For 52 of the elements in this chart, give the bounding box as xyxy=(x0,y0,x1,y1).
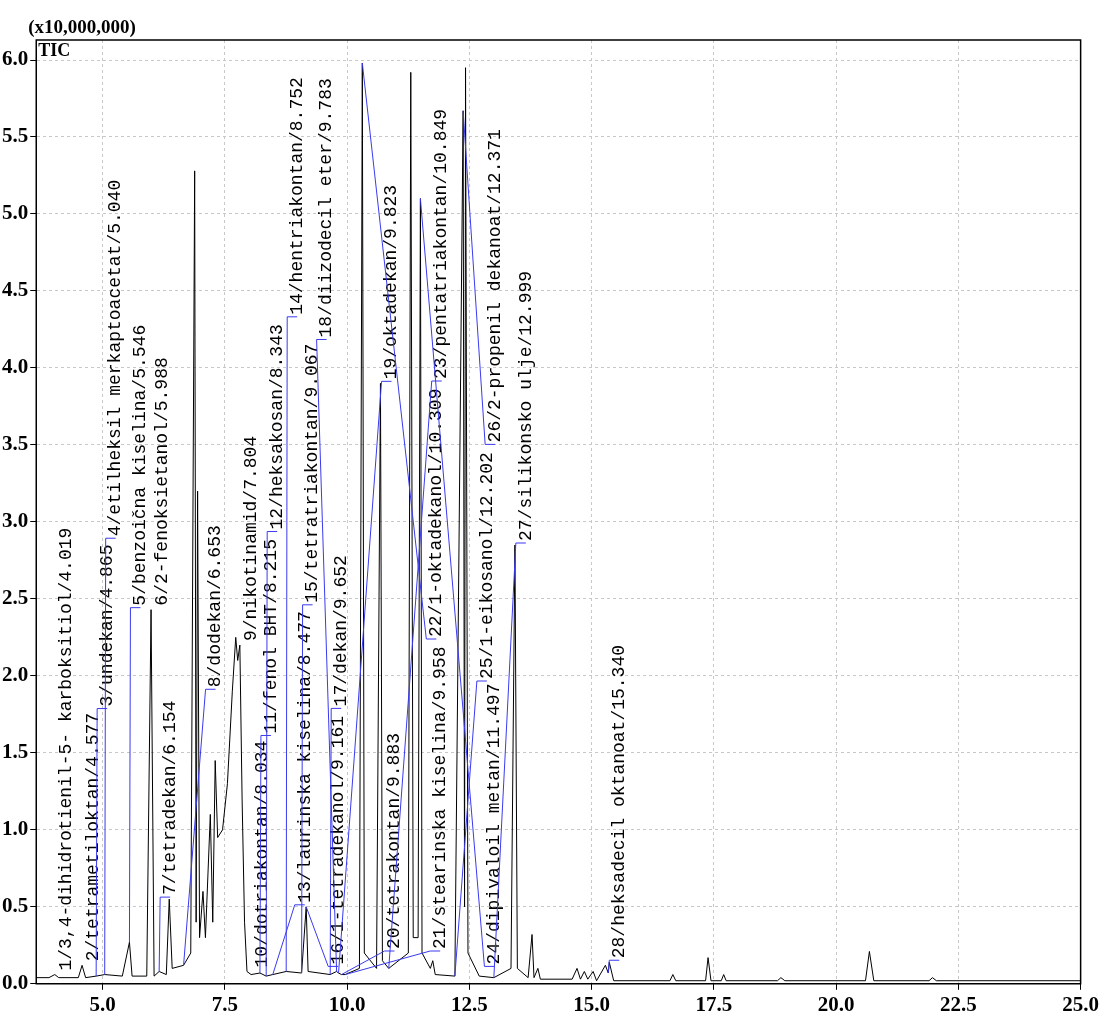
y-tick-label: 5.0 xyxy=(2,200,29,225)
x-tick-label: 25.0 xyxy=(1062,991,1099,1016)
y-tick-label: 0.5 xyxy=(2,893,29,918)
annotation: 24/dipivaloil metan/11.497 xyxy=(484,683,505,965)
y-tick-label: 2.0 xyxy=(2,662,29,687)
annotation: 11/fenol BHT/8.215 xyxy=(260,539,281,734)
annotation: 25/1-eikosanol/12.202 xyxy=(476,452,497,680)
annotation: 26/2-propenil dekanoat/12.371 xyxy=(484,129,505,443)
annotation: 22/1-oktadekanol/10.309 xyxy=(426,388,447,638)
x-tick-label: 15.0 xyxy=(573,991,611,1016)
annotation: 6/2-fenoksietanol/5.988 xyxy=(151,357,172,606)
x-tick-label: 17.5 xyxy=(695,991,733,1016)
annotation: 7/tetradekan/6.154 xyxy=(159,700,180,896)
annotation: 5/benzoična kiselina/5.546 xyxy=(130,324,151,606)
annotation: 27/silikonsko ulje/12.999 xyxy=(515,270,536,541)
y-tick-label: 0.0 xyxy=(2,970,29,995)
x-tick-label: 20.0 xyxy=(817,991,855,1016)
y-tick-label: 2.5 xyxy=(2,585,29,610)
annotation: 1/3,4-dihidrotienil-5- karboksitiol/4.019 xyxy=(55,527,76,971)
x-tick-label: 10.0 xyxy=(328,991,366,1016)
annotation: 17/dekan/9.652 xyxy=(330,555,351,707)
annotation: 21/stearinska kiselina/9.958 xyxy=(429,646,450,950)
x-tick-label: 22.5 xyxy=(940,991,977,1016)
annotation: TIC xyxy=(38,39,71,60)
y-tick-label: 3.5 xyxy=(2,431,29,456)
annotation: 23/pentatriakontan/10.849 xyxy=(431,108,452,380)
annotation: 12/heksakosan/8.343 xyxy=(266,324,287,530)
y-axis-title: (x10,000,000) xyxy=(28,16,136,39)
y-tick-label: 1.0 xyxy=(2,816,29,841)
y-tick-label: 4.5 xyxy=(2,277,29,302)
annotation: 14/hentriakontan/8.752 xyxy=(286,77,307,315)
annotation: 9/nikotinamid/7.804 xyxy=(240,435,261,642)
y-tick-label: 6.0 xyxy=(2,46,29,71)
annotation: 13/laurinska kiselina/8.477 xyxy=(294,611,315,903)
annotation: 2/tetrametiloktan/4.577 xyxy=(82,712,103,962)
x-tick-label: 12.5 xyxy=(451,991,488,1016)
y-tick-label: 4.0 xyxy=(2,354,29,379)
annotation: 16/1-tetradekanol/9.161 xyxy=(327,715,348,965)
annotation: 8/dodekan/6.653 xyxy=(205,525,226,688)
annotation: 10/dotriakontan/8.034 xyxy=(251,740,272,968)
annotation: 20/tetrakontan/9.883 xyxy=(384,732,405,950)
annotation: 3/undekan/4.865 xyxy=(96,544,117,707)
annotation: 18/diizodecil eter/9.783 xyxy=(316,78,337,338)
y-tick-label: 3.0 xyxy=(2,508,29,533)
y-tick-label: 1.5 xyxy=(2,739,29,764)
y-tick-label: 5.5 xyxy=(2,123,29,148)
annotation: 19/oktadekan/9.823 xyxy=(381,184,402,380)
annotation: 15/tetratriakontan/9.067 xyxy=(302,343,323,603)
annotation: 4/etilheksil merkaptoacetat/5.040 xyxy=(105,179,126,537)
annotation: 28/heksadecil oktanoat/15.340 xyxy=(609,644,630,959)
x-tick-label: 5.0 xyxy=(89,991,116,1016)
x-tick-label: 7.5 xyxy=(211,991,239,1016)
